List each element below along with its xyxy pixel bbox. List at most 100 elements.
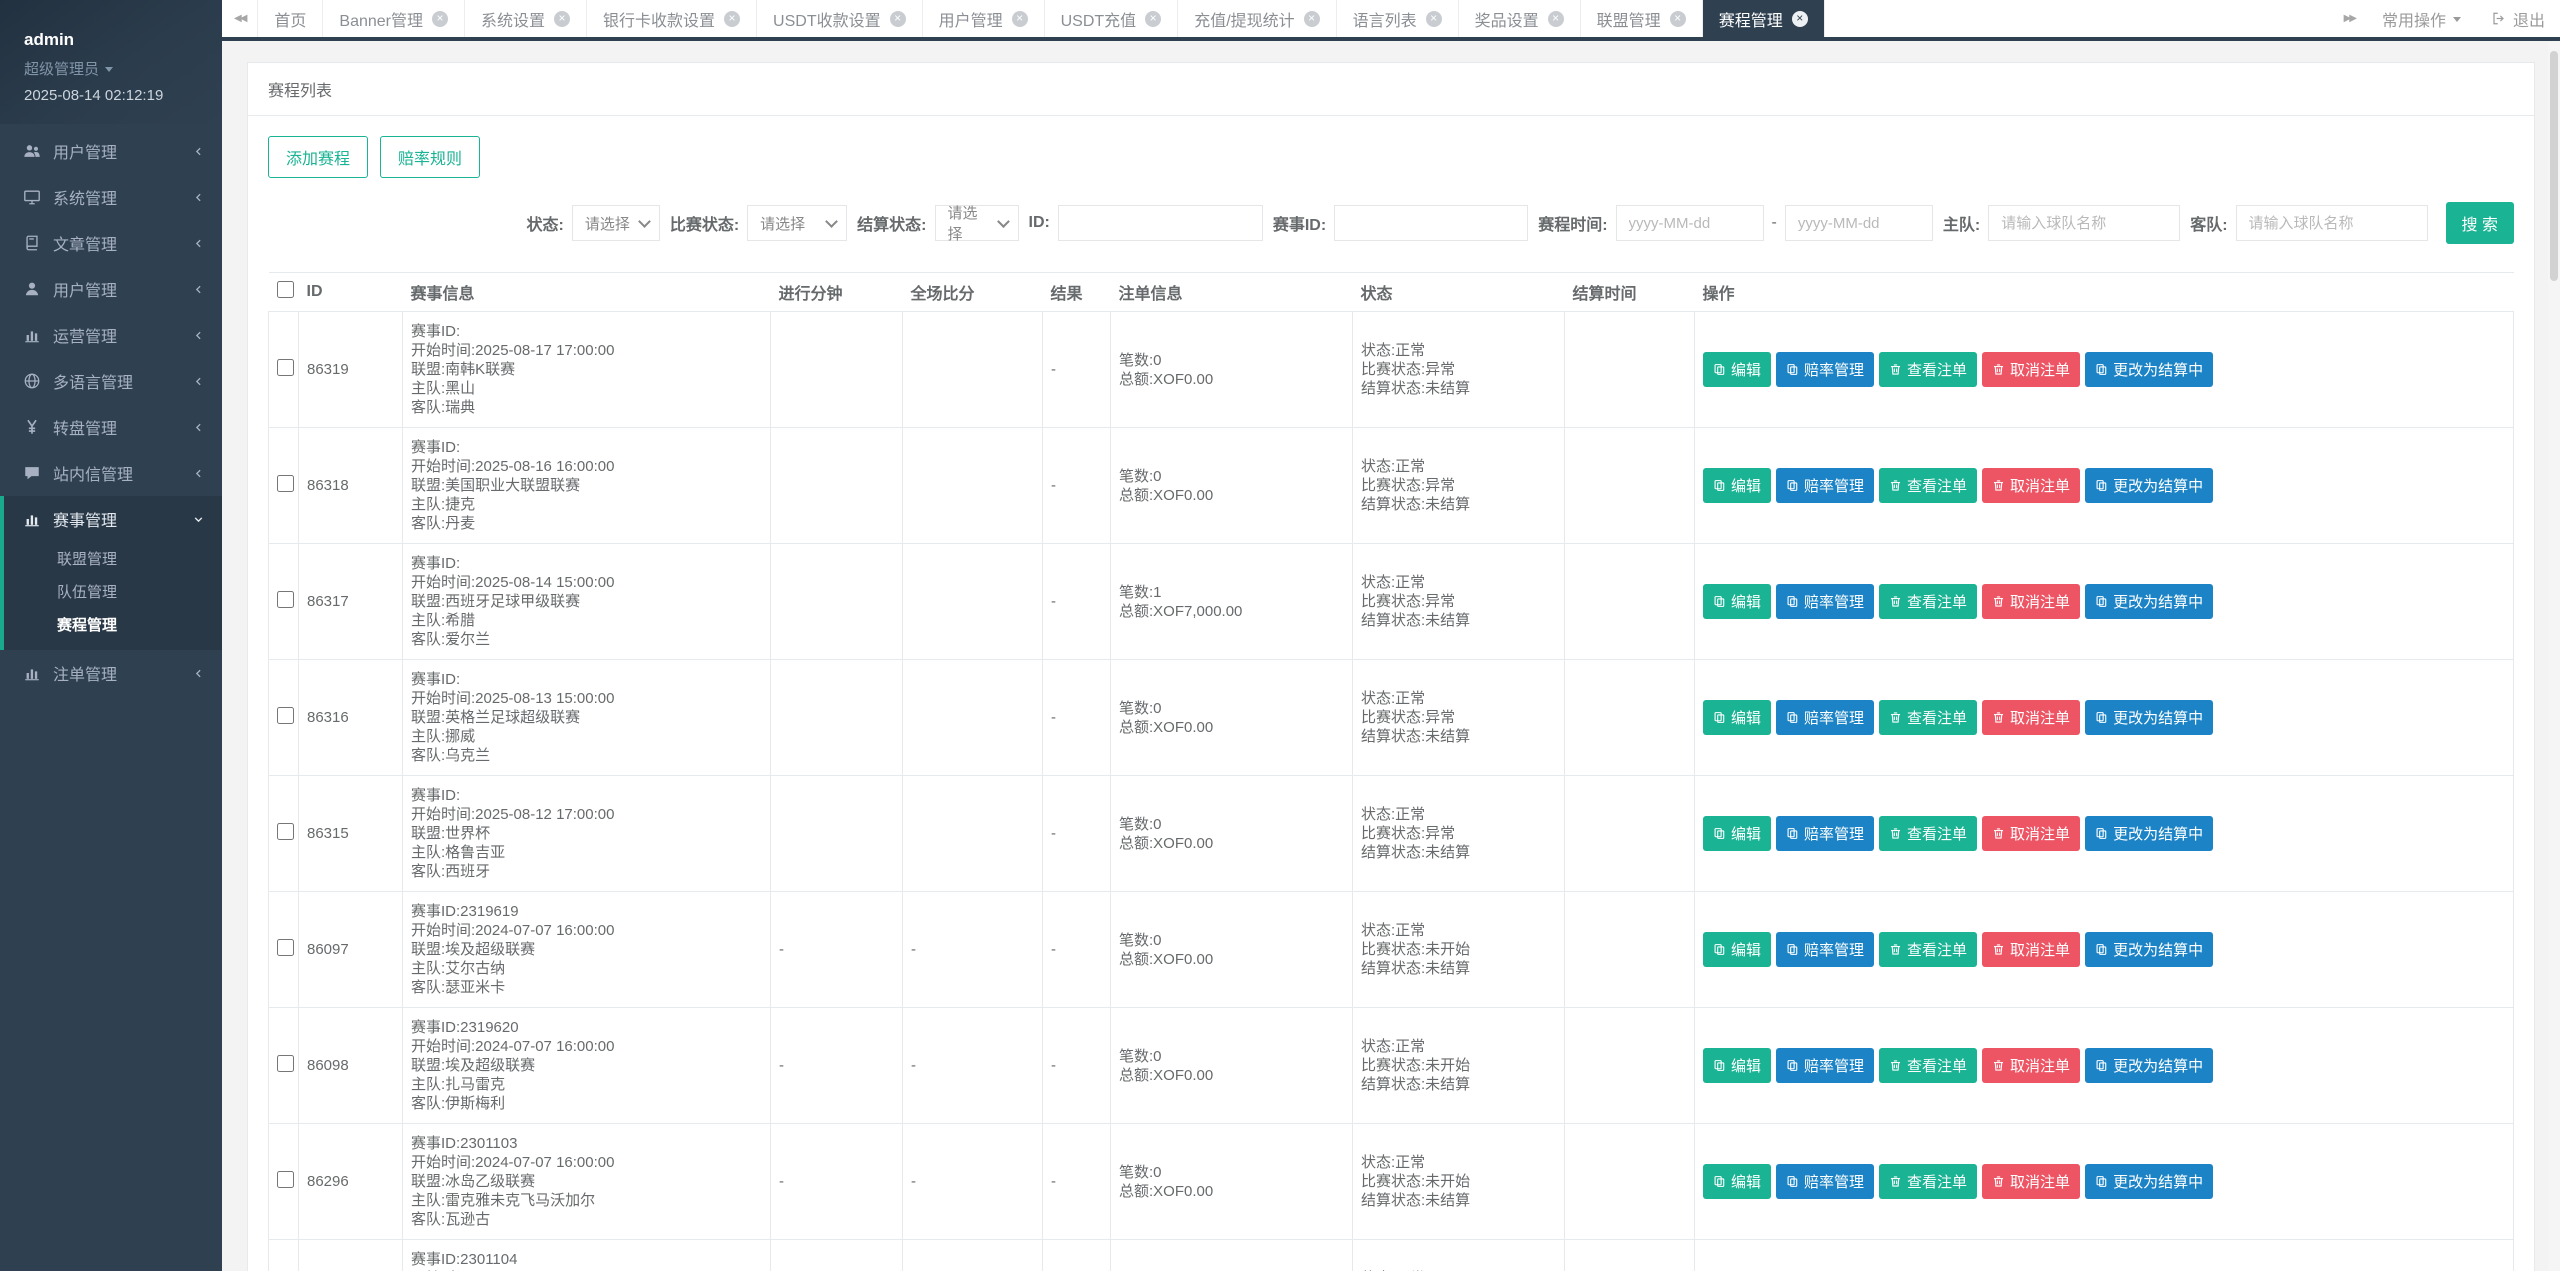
- schedule-time-from-input[interactable]: [1615, 205, 1764, 241]
- odds-manage-button[interactable]: 赔率管理: [1776, 352, 1875, 387]
- tab-10[interactable]: 奖品设置 ×: [1459, 0, 1581, 37]
- scrollbar-thumb[interactable]: [2550, 51, 2558, 281]
- view-bets-button[interactable]: 查看注单: [1879, 584, 1978, 619]
- home-team-input[interactable]: [1988, 205, 2181, 241]
- sidebar-item-9[interactable]: 赛事管理: [4, 496, 222, 542]
- row-checkbox[interactable]: [277, 591, 294, 608]
- sidebar-item-1[interactable]: 用户管理: [0, 128, 222, 174]
- odds-manage-button[interactable]: 赔率管理: [1776, 816, 1875, 851]
- view-bets-button[interactable]: 查看注单: [1879, 700, 1978, 735]
- view-bets-button[interactable]: 查看注单: [1879, 468, 1978, 503]
- tab-close-icon[interactable]: ×: [1791, 10, 1808, 27]
- add-schedule-button[interactable]: 添加赛程: [268, 136, 369, 178]
- tab-6[interactable]: 用户管理 ×: [923, 0, 1045, 37]
- sidebar-item-2[interactable]: 系统管理: [0, 174, 222, 220]
- select-all-checkbox[interactable]: [276, 281, 294, 298]
- tabs-scroll-left-icon[interactable]: ◀◀: [234, 13, 247, 24]
- tab-close-icon[interactable]: ×: [889, 10, 906, 27]
- odds-manage-button[interactable]: 赔率管理: [1776, 584, 1875, 619]
- vertical-scrollbar[interactable]: [2548, 41, 2560, 1271]
- row-checkbox[interactable]: [277, 707, 294, 724]
- tab-1[interactable]: 首页: [258, 0, 324, 37]
- tab-5[interactable]: USDT收款设置 ×: [757, 0, 923, 37]
- tab-close-icon[interactable]: ×: [432, 10, 449, 27]
- tab-8[interactable]: 充值/提现统计 ×: [1178, 0, 1337, 37]
- tab-11[interactable]: 联盟管理 ×: [1581, 0, 1703, 37]
- common-operations-menu[interactable]: 常用操作: [2367, 0, 2476, 37]
- row-checkbox[interactable]: [277, 475, 294, 492]
- sidebar-item-3[interactable]: 文章管理: [0, 220, 222, 266]
- edit-button[interactable]: 编辑: [1703, 700, 1772, 735]
- tab-close-icon[interactable]: ×: [1669, 10, 1686, 27]
- cancel-bets-button[interactable]: 取消注单: [1982, 1048, 2081, 1083]
- tab-12[interactable]: 赛程管理 ×: [1702, 0, 1825, 37]
- odds-manage-button[interactable]: 赔率管理: [1776, 468, 1875, 503]
- edit-button[interactable]: 编辑: [1703, 352, 1772, 387]
- row-checkbox[interactable]: [277, 823, 294, 840]
- odds-manage-button[interactable]: 赔率管理: [1776, 1164, 1875, 1199]
- sidebar-item-5[interactable]: 运营管理: [0, 312, 222, 358]
- sidebar-subitem-2[interactable]: 队伍管理: [57, 584, 118, 601]
- view-bets-button[interactable]: 查看注单: [1879, 932, 1978, 967]
- search-button[interactable]: 搜 索: [2445, 202, 2514, 244]
- tab-close-icon[interactable]: ×: [1547, 10, 1564, 27]
- tab-close-icon[interactable]: ×: [724, 10, 741, 27]
- odds-manage-button[interactable]: 赔率管理: [1776, 1048, 1875, 1083]
- change-to-settling-button[interactable]: 更改为结算中: [2085, 1048, 2214, 1083]
- cancel-bets-button[interactable]: 取消注单: [1982, 932, 2081, 967]
- sidebar-item-4[interactable]: 用户管理: [0, 266, 222, 312]
- tab-close-icon[interactable]: ×: [1145, 10, 1162, 27]
- user-role-menu[interactable]: 超级管理员: [24, 58, 198, 79]
- change-to-settling-button[interactable]: 更改为结算中: [2085, 352, 2214, 387]
- edit-button[interactable]: 编辑: [1703, 1164, 1772, 1199]
- odds-manage-button[interactable]: 赔率管理: [1776, 932, 1875, 967]
- schedule-time-to-input[interactable]: [1784, 205, 1933, 241]
- odds-manage-button[interactable]: 赔率管理: [1776, 700, 1875, 735]
- edit-button[interactable]: 编辑: [1703, 816, 1772, 851]
- sidebar-subitem-1[interactable]: 联盟管理: [57, 551, 118, 568]
- tab-9[interactable]: 语言列表 ×: [1337, 0, 1459, 37]
- sidebar-item-7[interactable]: 转盘管理: [0, 404, 222, 450]
- change-to-settling-button[interactable]: 更改为结算中: [2085, 584, 2214, 619]
- tab-2[interactable]: Banner管理 ×: [323, 0, 466, 37]
- tab-close-icon[interactable]: ×: [1303, 10, 1320, 27]
- tab-close-icon[interactable]: ×: [1011, 10, 1028, 27]
- cancel-bets-button[interactable]: 取消注单: [1982, 1164, 2081, 1199]
- cancel-bets-button[interactable]: 取消注单: [1982, 700, 2081, 735]
- cancel-bets-button[interactable]: 取消注单: [1982, 584, 2081, 619]
- change-to-settling-button[interactable]: 更改为结算中: [2085, 468, 2214, 503]
- row-checkbox[interactable]: [277, 939, 294, 956]
- cancel-bets-button[interactable]: 取消注单: [1982, 352, 2081, 387]
- sidebar-item-6[interactable]: 多语言管理: [0, 358, 222, 404]
- tab-3[interactable]: 系统设置 ×: [465, 0, 588, 37]
- sidebar-item-8[interactable]: 站内信管理: [0, 450, 222, 496]
- tab-4[interactable]: 银行卡收款设置 ×: [587, 0, 758, 37]
- tab-close-icon[interactable]: ×: [554, 10, 571, 27]
- row-checkbox[interactable]: [277, 1055, 294, 1072]
- edit-button[interactable]: 编辑: [1703, 468, 1772, 503]
- view-bets-button[interactable]: 查看注单: [1879, 816, 1978, 851]
- status-select[interactable]: 请选择: [571, 205, 660, 241]
- settle-status-select[interactable]: 请选择: [934, 205, 1019, 243]
- sidebar-subitem-3[interactable]: 赛程管理: [57, 617, 118, 634]
- row-checkbox[interactable]: [277, 1171, 294, 1188]
- sidebar-item-10[interactable]: 注单管理: [0, 650, 222, 696]
- change-to-settling-button[interactable]: 更改为结算中: [2085, 700, 2214, 735]
- change-to-settling-button[interactable]: 更改为结算中: [2085, 1164, 2214, 1199]
- tab-close-icon[interactable]: ×: [1425, 10, 1442, 27]
- event-id-input[interactable]: [1334, 205, 1529, 241]
- match-status-select[interactable]: 请选择: [747, 205, 848, 241]
- tab-7[interactable]: USDT充值 ×: [1045, 0, 1179, 37]
- row-checkbox[interactable]: [277, 359, 294, 376]
- edit-button[interactable]: 编辑: [1703, 932, 1772, 967]
- view-bets-button[interactable]: 查看注单: [1879, 1048, 1978, 1083]
- edit-button[interactable]: 编辑: [1703, 584, 1772, 619]
- change-to-settling-button[interactable]: 更改为结算中: [2085, 816, 2214, 851]
- view-bets-button[interactable]: 查看注单: [1879, 1164, 1978, 1199]
- edit-button[interactable]: 编辑: [1703, 1048, 1772, 1083]
- odds-rules-button[interactable]: 赔率规则: [380, 136, 481, 178]
- away-team-input[interactable]: [2235, 205, 2428, 241]
- cancel-bets-button[interactable]: 取消注单: [1982, 816, 2081, 851]
- logout-button[interactable]: 退出: [2476, 0, 2560, 37]
- tabs-scroll-right-icon[interactable]: ▶▶: [2343, 13, 2357, 24]
